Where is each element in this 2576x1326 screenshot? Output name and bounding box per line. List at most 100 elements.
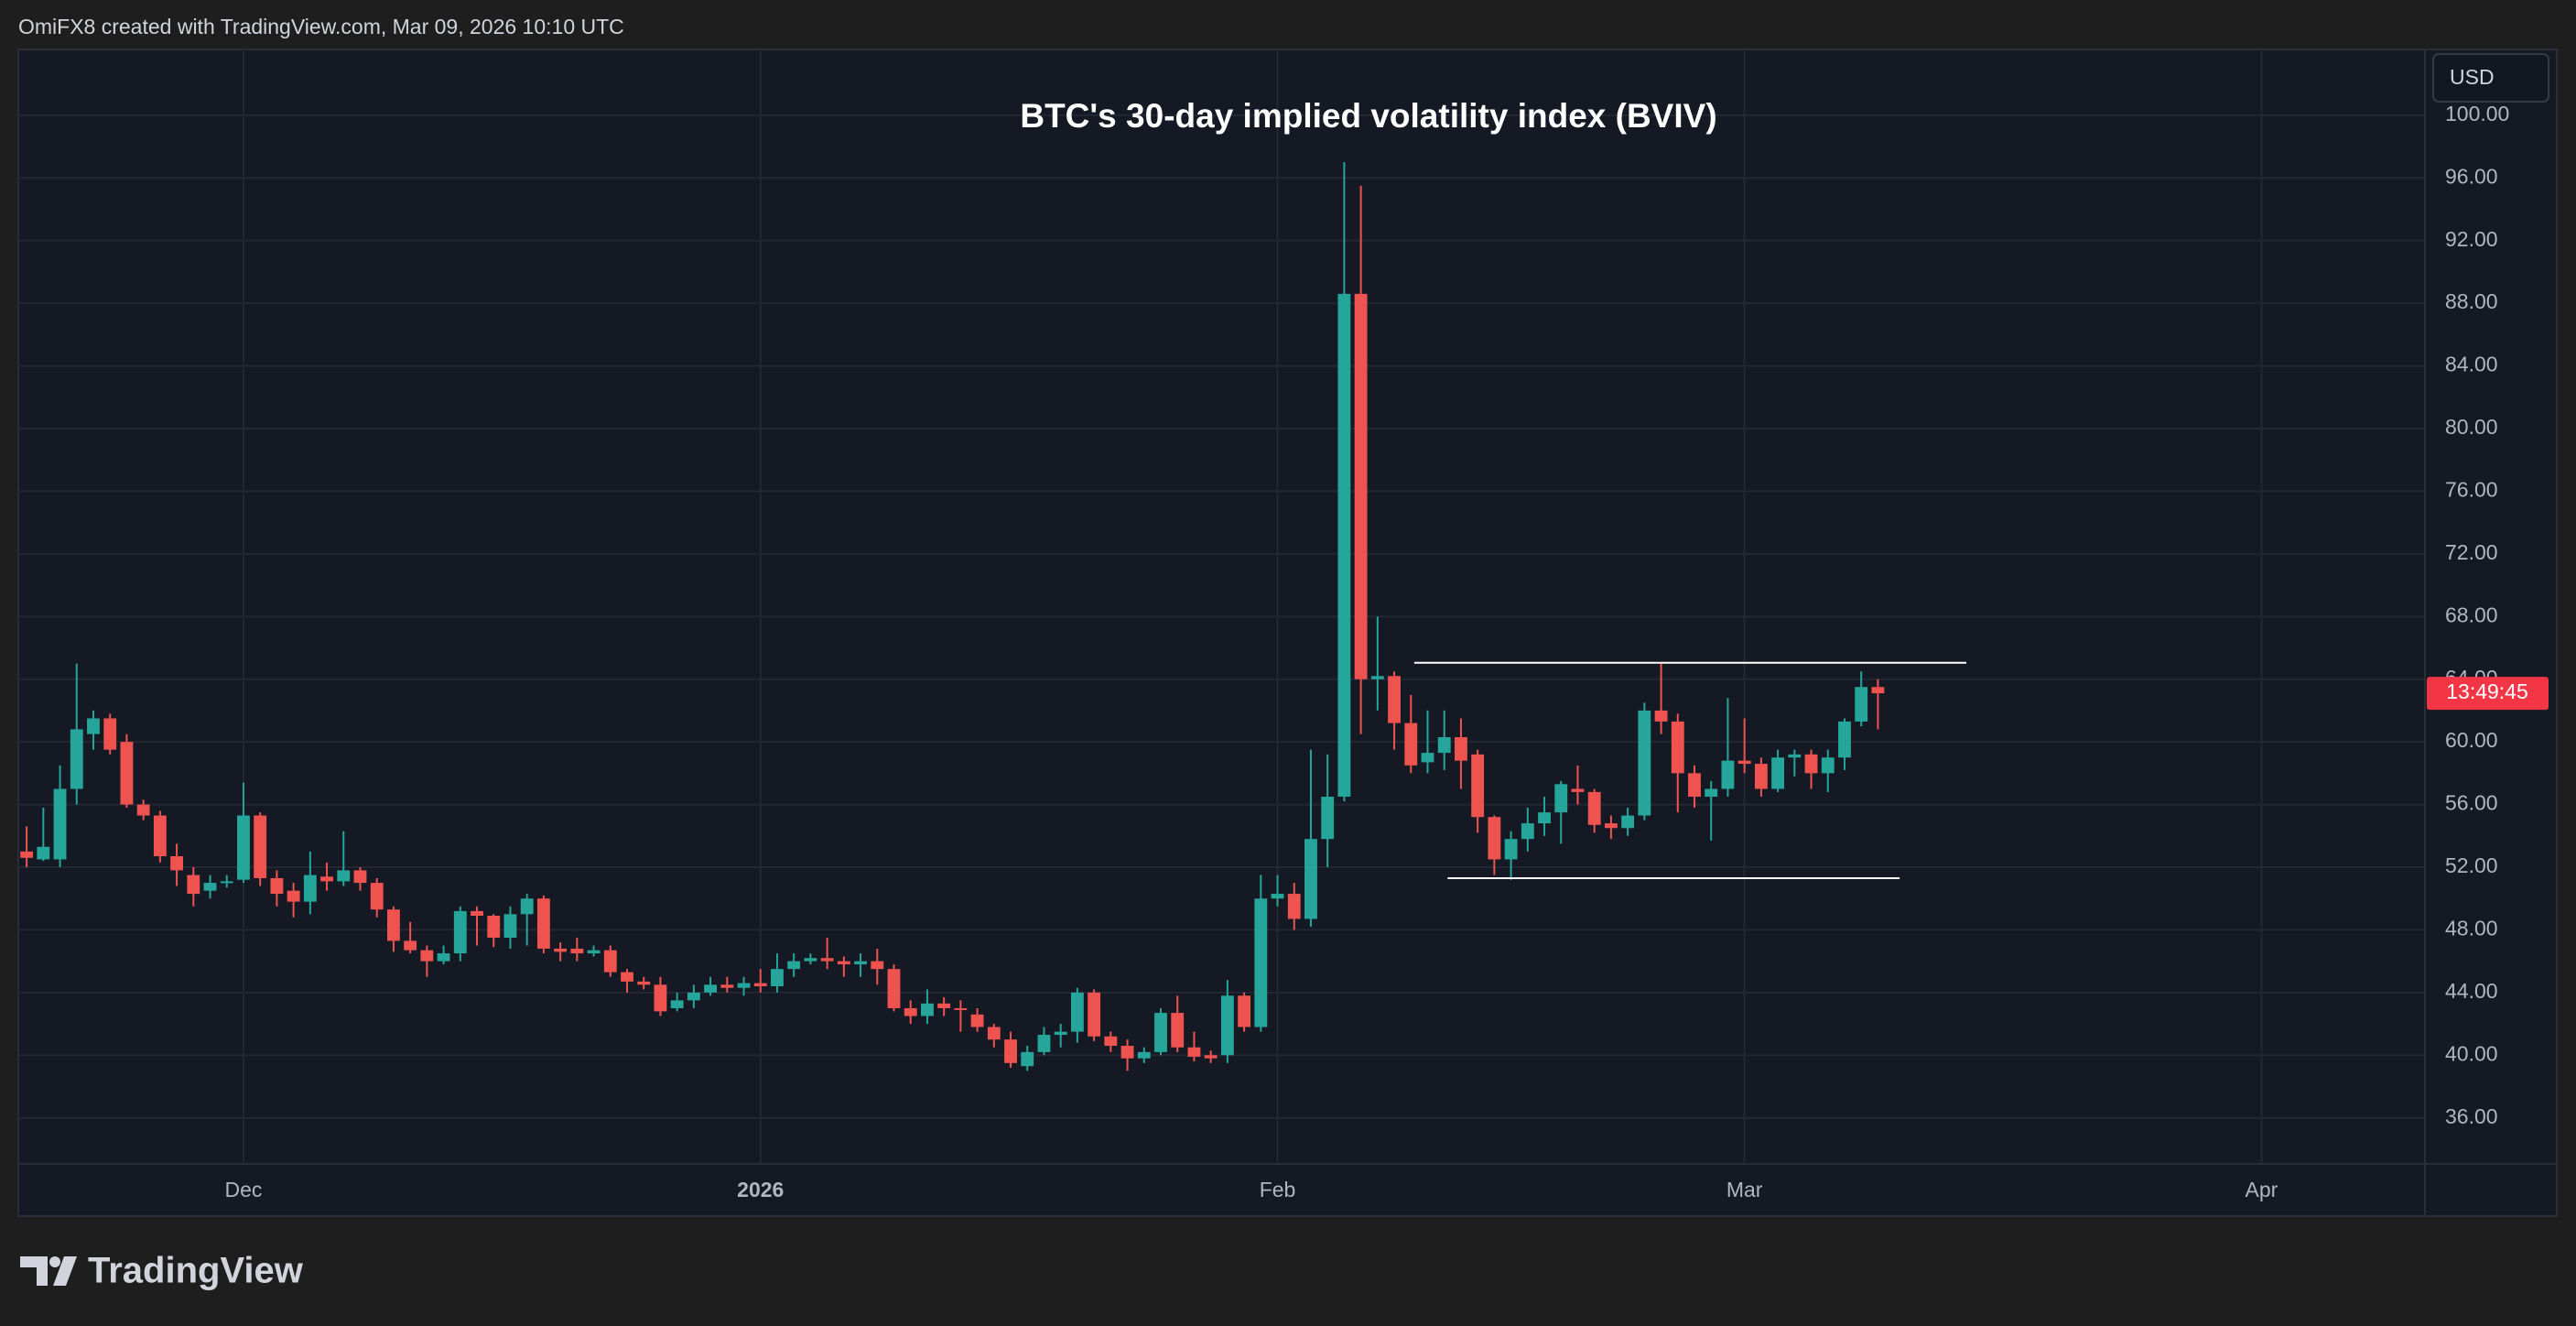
candle-body <box>1571 788 1585 792</box>
candle-body <box>1421 753 1434 763</box>
candle-body <box>254 815 267 878</box>
candle-body <box>70 729 83 789</box>
candle-body <box>887 969 901 1008</box>
countdown-tag: 13:49:45 <box>2427 677 2549 711</box>
candle-body <box>237 815 250 880</box>
candle-body <box>1104 1036 1118 1047</box>
candle-body <box>37 846 50 860</box>
candle-body <box>1654 710 1668 722</box>
candle-body <box>1455 737 1467 761</box>
candle-body <box>353 870 367 884</box>
candle-body <box>1721 760 1735 789</box>
currency-button[interactable]: USD <box>2432 53 2549 103</box>
candle-body <box>187 875 200 895</box>
y-tick-label: 72.00 <box>2445 540 2498 564</box>
candle-body <box>1337 293 1351 798</box>
candle-body <box>937 1003 951 1008</box>
candle-body <box>1754 764 1768 789</box>
brand-logo[interactable]: TradingView <box>20 1251 304 1291</box>
candle-body <box>570 948 584 954</box>
candle-body <box>670 1000 684 1008</box>
candle-body <box>1220 995 1234 1056</box>
candle-body <box>1638 710 1651 816</box>
candle-body <box>737 983 751 988</box>
candle-body <box>871 961 884 970</box>
candle-body <box>520 898 534 915</box>
candle-body <box>487 916 501 938</box>
countdown-label: 13:49:45 <box>2446 679 2528 703</box>
candle-body <box>1021 1051 1034 1067</box>
candle-body <box>1488 817 1501 860</box>
plot-area <box>18 49 2425 1164</box>
candle-body <box>1504 839 1518 860</box>
candle-body <box>987 1027 1001 1040</box>
candle-body <box>87 718 100 734</box>
candle-body <box>387 909 400 941</box>
logo-icon-t <box>20 1256 48 1286</box>
y-tick-label: 44.00 <box>2445 979 2498 1003</box>
candle-body <box>1671 721 1684 774</box>
chart-panel <box>17 49 2558 1217</box>
logo-icon-slash <box>53 1256 77 1286</box>
candle-body <box>1171 1013 1185 1048</box>
candle-body <box>1705 788 1718 798</box>
candle-body <box>1771 757 1785 789</box>
candle-body <box>837 961 850 965</box>
candle-body <box>1788 754 1802 758</box>
candle-body <box>303 875 317 902</box>
header-text: OmiFX8 created with TradingView.com, Mar… <box>18 15 624 38</box>
candle-body <box>1271 894 1284 899</box>
candle-body <box>203 883 217 891</box>
axes: 36.0040.0044.0048.0052.0056.0060.0064.00… <box>225 102 2510 1201</box>
candle-body <box>136 804 150 816</box>
candle-body <box>220 881 233 884</box>
y-tick-label: 96.00 <box>2445 164 2498 188</box>
candle-body <box>53 788 67 860</box>
candle-body <box>1370 676 1384 679</box>
candle-body <box>970 1014 984 1027</box>
candle-body <box>1621 815 1635 829</box>
x-tick-label: Dec <box>225 1178 263 1201</box>
candle-body <box>1321 797 1335 840</box>
candle-body <box>1471 754 1485 818</box>
candle-body <box>1054 1031 1067 1036</box>
currency-button-label[interactable]: USD <box>2450 65 2495 89</box>
candle-body <box>1088 992 1101 1037</box>
currency-button-bg[interactable] <box>2432 53 2549 103</box>
candle-body <box>453 910 467 954</box>
candle-body <box>1070 992 1084 1032</box>
candle-body <box>120 742 134 805</box>
candle-body <box>1287 894 1301 919</box>
candle-body <box>1554 784 1568 813</box>
candle-body <box>587 950 601 954</box>
candle-body <box>1238 995 1251 1027</box>
y-tick-label: 56.00 <box>2445 791 2498 815</box>
candle-body <box>1187 1047 1201 1057</box>
candle-body <box>404 940 417 951</box>
candle-body <box>704 984 718 993</box>
candle-body <box>1604 823 1618 829</box>
candle-body <box>437 953 450 962</box>
y-tick-label: 68.00 <box>2445 603 2498 626</box>
brand-name[interactable]: TradingView <box>88 1251 304 1291</box>
candle-body <box>503 914 517 938</box>
candle-body <box>603 950 617 973</box>
candle-body <box>471 910 483 917</box>
y-tick-label: 84.00 <box>2445 353 2498 376</box>
candle-body <box>320 876 333 882</box>
candle-body <box>787 961 801 970</box>
logo-icon-dot <box>49 1256 60 1267</box>
candle-body <box>1404 723 1418 766</box>
candle-body <box>804 958 817 962</box>
candle-body <box>954 1007 968 1010</box>
y-tick-label: 100.00 <box>2445 102 2509 125</box>
candle-body <box>270 877 284 895</box>
y-tick-label: 80.00 <box>2445 415 2498 439</box>
candle-body <box>103 718 117 750</box>
candle-body <box>337 870 351 882</box>
candle-body <box>1587 791 1601 825</box>
candle-body <box>20 851 34 858</box>
candle-body <box>1254 898 1268 1027</box>
candle-body <box>654 984 667 1012</box>
